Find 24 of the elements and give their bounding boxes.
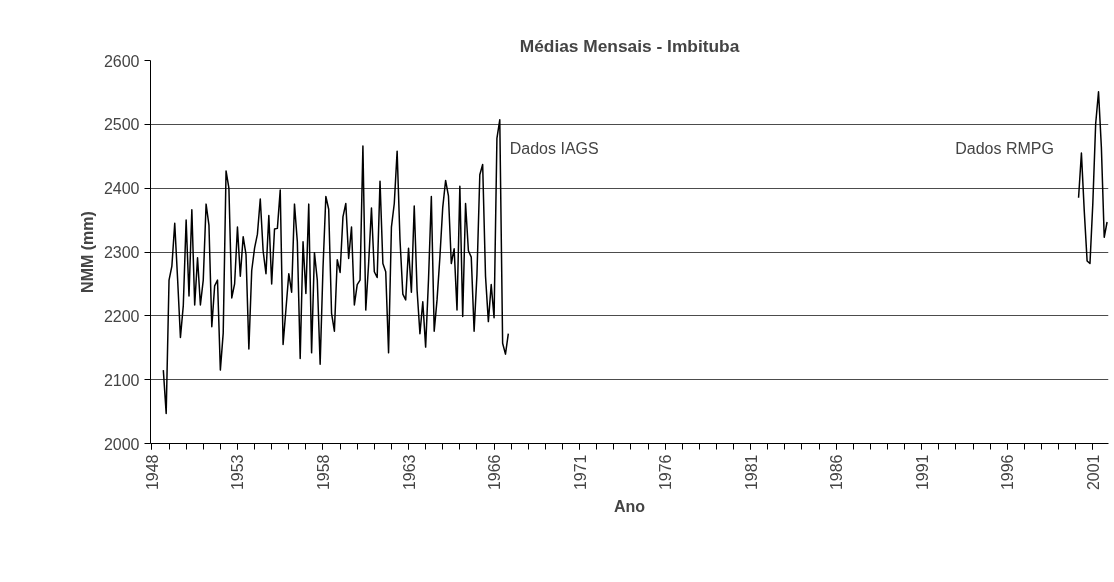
y-tick-label: 2000 [103, 435, 140, 453]
x-tick-label: 1958 [315, 454, 332, 491]
x-tick-label: 1986 [828, 454, 846, 491]
x-tick-label: 1996 [999, 454, 1017, 491]
y-tick-label: 2100 [103, 371, 140, 389]
x-tick-label: 1963 [400, 454, 418, 491]
x-tick-label: 1953 [229, 454, 247, 491]
x-tick-label: 1991 [913, 454, 931, 491]
x-axis-title: Ano [613, 498, 646, 516]
x-tick-label: 1948 [143, 454, 161, 491]
x-tick-label: 1966 [486, 454, 504, 491]
y-tick-label: 2500 [103, 116, 140, 134]
x-tick-label: 2001 [1084, 454, 1102, 491]
annotation: Dados IAGS [509, 140, 599, 158]
x-tick-label: 1976 [657, 454, 675, 491]
y-axis-title: NMM (mm) [78, 211, 96, 293]
x-tick-label: 1971 [571, 454, 589, 491]
annotation: Dados RMPG [955, 140, 1054, 158]
y-tick-label: 2300 [103, 244, 140, 261]
x-tick-label: 1981 [742, 454, 760, 491]
y-tick-label: 2400 [103, 180, 140, 198]
chart-title: Médias Mensais - Imbituba [519, 35, 740, 56]
y-tick-label: 2600 [103, 52, 140, 70]
y-tick-label: 2200 [103, 307, 140, 325]
